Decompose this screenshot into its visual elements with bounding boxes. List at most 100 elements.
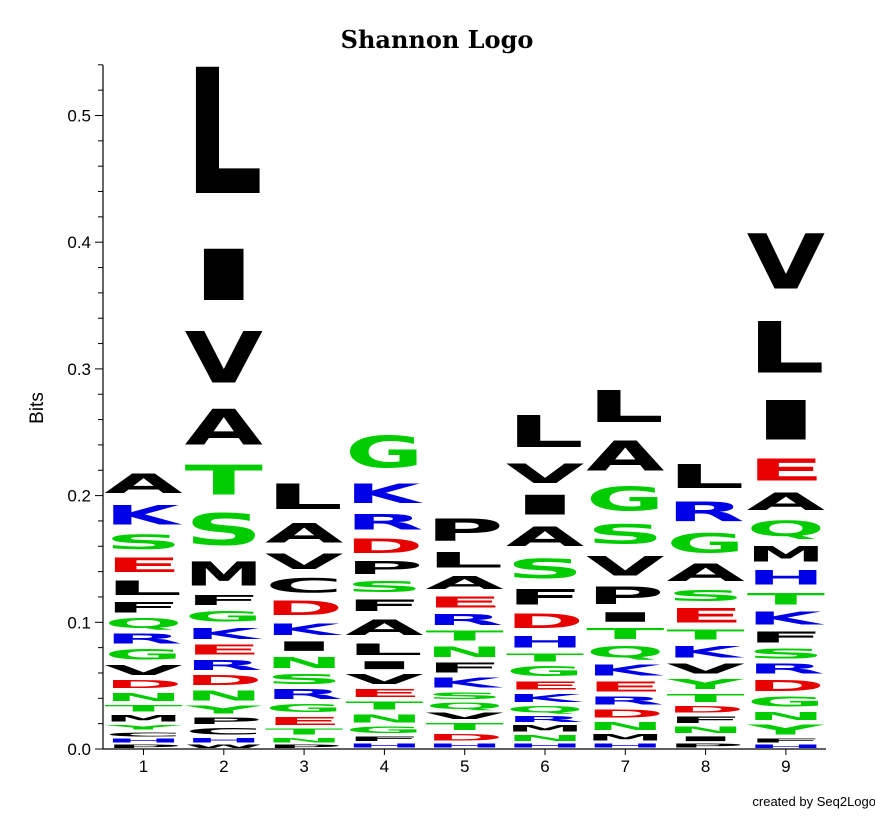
logo-letter-L: L: [506, 407, 584, 457]
svg-text:C: C: [265, 574, 343, 597]
logo-letter-S: S: [104, 531, 182, 553]
svg-text:Q: Q: [426, 701, 504, 711]
x-tick-label: 5: [460, 757, 469, 776]
svg-text:L: L: [426, 548, 504, 573]
svg-text:R: R: [426, 611, 504, 629]
svg-text:R: R: [506, 715, 584, 724]
logo-letter-G: G: [506, 664, 584, 679]
svg-text:P: P: [426, 512, 504, 548]
logo-letter-C: C: [104, 731, 182, 737]
svg-text:K: K: [586, 662, 664, 680]
svg-text:V: V: [506, 458, 584, 489]
y-axis-label: Bits: [27, 392, 48, 424]
svg-text:T: T: [104, 703, 183, 713]
svg-text:M: M: [586, 733, 664, 743]
logo-letter-L: L: [265, 477, 343, 517]
logo-letter-H: H: [104, 738, 182, 744]
chart-title: Shannon Logo: [341, 25, 534, 54]
logo-letter-D: D: [345, 535, 423, 558]
logo-letter-D: D: [265, 597, 343, 620]
svg-text:Y: Y: [184, 703, 263, 716]
logo-letter-Q: Q: [506, 705, 584, 715]
svg-text:F: F: [506, 584, 584, 609]
logo-letter-R: R: [104, 631, 182, 646]
logo-letter-Q: Q: [747, 516, 825, 541]
logo-letter-H: H: [426, 743, 504, 749]
logo-letter-S: S: [747, 647, 825, 662]
logo-letter-I: I: [666, 735, 744, 743]
svg-text:F: F: [666, 715, 744, 725]
logo-letter-P: P: [666, 743, 744, 749]
svg-text:L: L: [586, 382, 664, 432]
logo-letter-R: R: [506, 715, 584, 724]
logo-letter-S: S: [345, 578, 423, 596]
svg-text:H: H: [506, 633, 584, 652]
svg-text:D: D: [747, 677, 825, 695]
svg-text:T: T: [185, 457, 264, 505]
logo-letter-H: H: [506, 633, 584, 652]
logo-letter-E: E: [666, 605, 744, 628]
svg-text:D: D: [666, 705, 744, 715]
logo-letter-P: P: [586, 582, 664, 610]
x-tick-label: 7: [621, 757, 630, 776]
svg-text:C: C: [104, 731, 182, 737]
logo-letter-G: G: [104, 647, 182, 663]
svg-text:G: G: [586, 481, 664, 519]
svg-text:T: T: [747, 590, 825, 609]
svg-text:H: H: [185, 736, 263, 744]
svg-text:F: F: [345, 735, 423, 743]
y-tick-label: 0.2: [67, 487, 91, 506]
svg-text:M: M: [104, 714, 182, 724]
logo-letter-V: V: [265, 549, 344, 574]
x-tick-label: 6: [540, 757, 549, 776]
logo-letter-K: K: [666, 643, 744, 662]
logo-letter-G: G: [345, 725, 423, 735]
logo-letter-Y: Y: [184, 703, 263, 716]
logo-letter-P: P: [265, 744, 343, 749]
logo-letter-L: L: [345, 640, 423, 659]
logo-letter-M: M: [747, 541, 825, 567]
logo-letter-H: H: [747, 567, 825, 590]
logo-letter-K: K: [426, 676, 504, 691]
svg-text:E: E: [586, 679, 664, 694]
svg-text:N: N: [666, 725, 744, 735]
logo-letter-N: N: [265, 736, 343, 744]
svg-text:K: K: [345, 478, 424, 510]
x-tick-label: 4: [380, 757, 389, 776]
logo-letter-K: K: [586, 662, 664, 680]
svg-text:H: H: [747, 744, 825, 749]
svg-text:A: A: [426, 573, 504, 593]
logo-letter-D: D: [426, 733, 504, 743]
svg-text:I: I: [586, 610, 664, 625]
logo-letter-T: T: [506, 652, 585, 665]
logo-letter-I: I: [185, 235, 263, 317]
svg-text:A: A: [185, 399, 264, 456]
logo-letter-R: R: [426, 611, 504, 629]
logo-letter-S: S: [185, 504, 263, 555]
svg-text:P: P: [265, 744, 343, 749]
y-tick-label: 0.4: [67, 233, 91, 252]
logo-letter-T: T: [666, 692, 745, 705]
svg-text:N: N: [345, 712, 423, 725]
svg-text:S: S: [265, 672, 343, 687]
logo-letter-E: E: [345, 687, 423, 700]
logo-letter-H: H: [747, 744, 825, 749]
svg-text:N: N: [265, 654, 343, 672]
svg-text:P: P: [104, 744, 182, 749]
svg-text:Q: Q: [506, 705, 584, 715]
svg-text:E: E: [104, 554, 182, 577]
logo-letter-T: T: [426, 629, 505, 644]
svg-text:Q: Q: [747, 516, 825, 541]
svg-text:Y: Y: [104, 724, 183, 732]
logo-letter-F: F: [747, 738, 825, 744]
svg-text:T: T: [426, 721, 505, 732]
logo-letter-K: K: [747, 609, 825, 629]
svg-text:R: R: [265, 687, 343, 702]
logo-letter-K: K: [265, 620, 343, 639]
svg-text:G: G: [345, 725, 423, 735]
logo-letter-R: R: [345, 510, 423, 535]
logo-letter-W: W: [185, 744, 263, 749]
y-tick-label: 0.5: [67, 107, 91, 126]
logo-letter-H: H: [586, 743, 664, 749]
logo-letter-L: L: [104, 577, 182, 600]
